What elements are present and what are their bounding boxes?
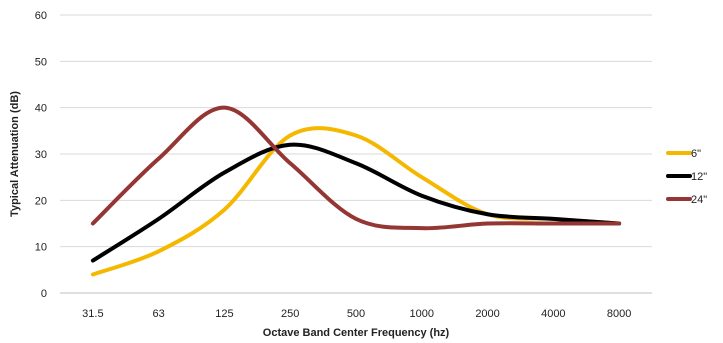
x-tick-label: 2000 [475, 308, 499, 320]
legend-label-3: 24" [691, 194, 707, 206]
x-tick-label: 500 [347, 308, 365, 320]
x-tick-label: 250 [281, 308, 299, 320]
x-axis-ticks: 31.5 63 125 250 500 1000 2000 4000 8000 [82, 308, 631, 320]
x-tick-label: 31.5 [82, 308, 103, 320]
y-tick-label: 0 [41, 288, 47, 300]
series-layer [90, 105, 622, 277]
y-tick-label: 60 [35, 10, 47, 22]
series-line-2 [90, 142, 622, 263]
x-axis-title: Octave Band Center Frequency (hz) [263, 327, 450, 339]
x-tick-label: 125 [215, 308, 233, 320]
legend: 6" 12" 24" [666, 148, 707, 206]
series-line-1 [90, 126, 622, 277]
y-axis-ticks: 0 10 20 30 40 50 60 [35, 10, 47, 300]
y-tick-label: 30 [35, 149, 47, 161]
grid-layer [60, 14, 652, 294]
series-line-3 [90, 105, 622, 231]
x-tick-label: 63 [153, 308, 165, 320]
legend-label-2: 12" [691, 171, 707, 183]
y-tick-label: 20 [35, 195, 47, 207]
y-axis-title: Typical Attenuation (dB) [9, 91, 21, 217]
y-tick-label: 40 [35, 103, 47, 115]
y-tick-label: 10 [35, 242, 47, 254]
x-tick-label: 4000 [541, 308, 565, 320]
x-tick-label: 8000 [607, 308, 631, 320]
y-tick-label: 50 [35, 56, 47, 68]
legend-label-1: 6" [691, 148, 701, 160]
x-tick-label: 1000 [410, 308, 434, 320]
